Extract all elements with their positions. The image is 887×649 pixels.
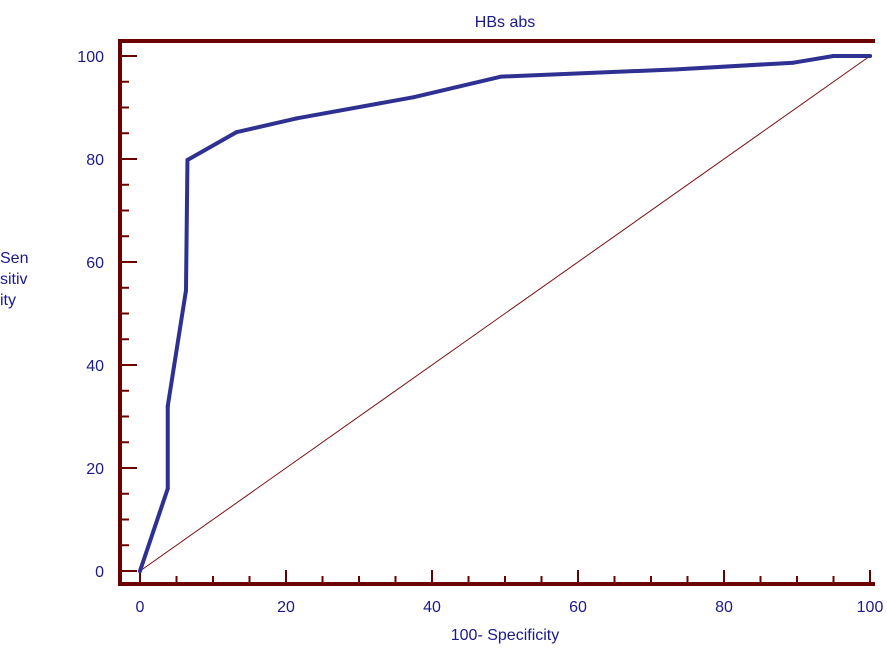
- roc-curve-point: [831, 54, 836, 58]
- x-tick-label: 60: [569, 599, 587, 616]
- chart-title: HBs abs: [475, 14, 535, 31]
- x-tick-label: 20: [277, 599, 295, 616]
- y-tick-label: 20: [86, 461, 104, 478]
- roc-curve-point: [411, 95, 416, 100]
- x-tick-label: 40: [423, 599, 441, 616]
- y-tick-label: 0: [95, 564, 104, 581]
- roc-curve-point: [499, 74, 504, 79]
- roc-curve-point: [183, 288, 188, 293]
- x-axis-label: 100- Specificity: [451, 627, 560, 644]
- y-tick-label: 40: [86, 358, 104, 375]
- y-tick-label: 100: [77, 49, 104, 66]
- x-tick-label: 0: [136, 599, 145, 616]
- y-tick-label: 60: [86, 255, 104, 272]
- roc-curve-point: [791, 60, 796, 65]
- y-axis-label-line-2: sitiv: [0, 271, 28, 288]
- roc-curve-point: [674, 67, 679, 72]
- y-axis-label-line-1: Sen: [0, 250, 28, 267]
- roc-curve-point: [165, 486, 170, 491]
- y-tick-label: 80: [86, 152, 104, 169]
- roc-curve-point: [294, 116, 299, 121]
- roc-curve-point: [138, 569, 142, 573]
- y-axis-label-line-3: ity: [0, 292, 16, 309]
- roc-curve-point: [234, 130, 239, 135]
- roc-curve-point: [868, 54, 872, 58]
- x-tick-label: 80: [715, 599, 733, 616]
- reference-diagonal-line: [139, 55, 871, 572]
- roc-curve-point: [185, 158, 190, 163]
- x-tick-label: 100: [857, 599, 884, 616]
- roc-curve-point: [165, 404, 170, 409]
